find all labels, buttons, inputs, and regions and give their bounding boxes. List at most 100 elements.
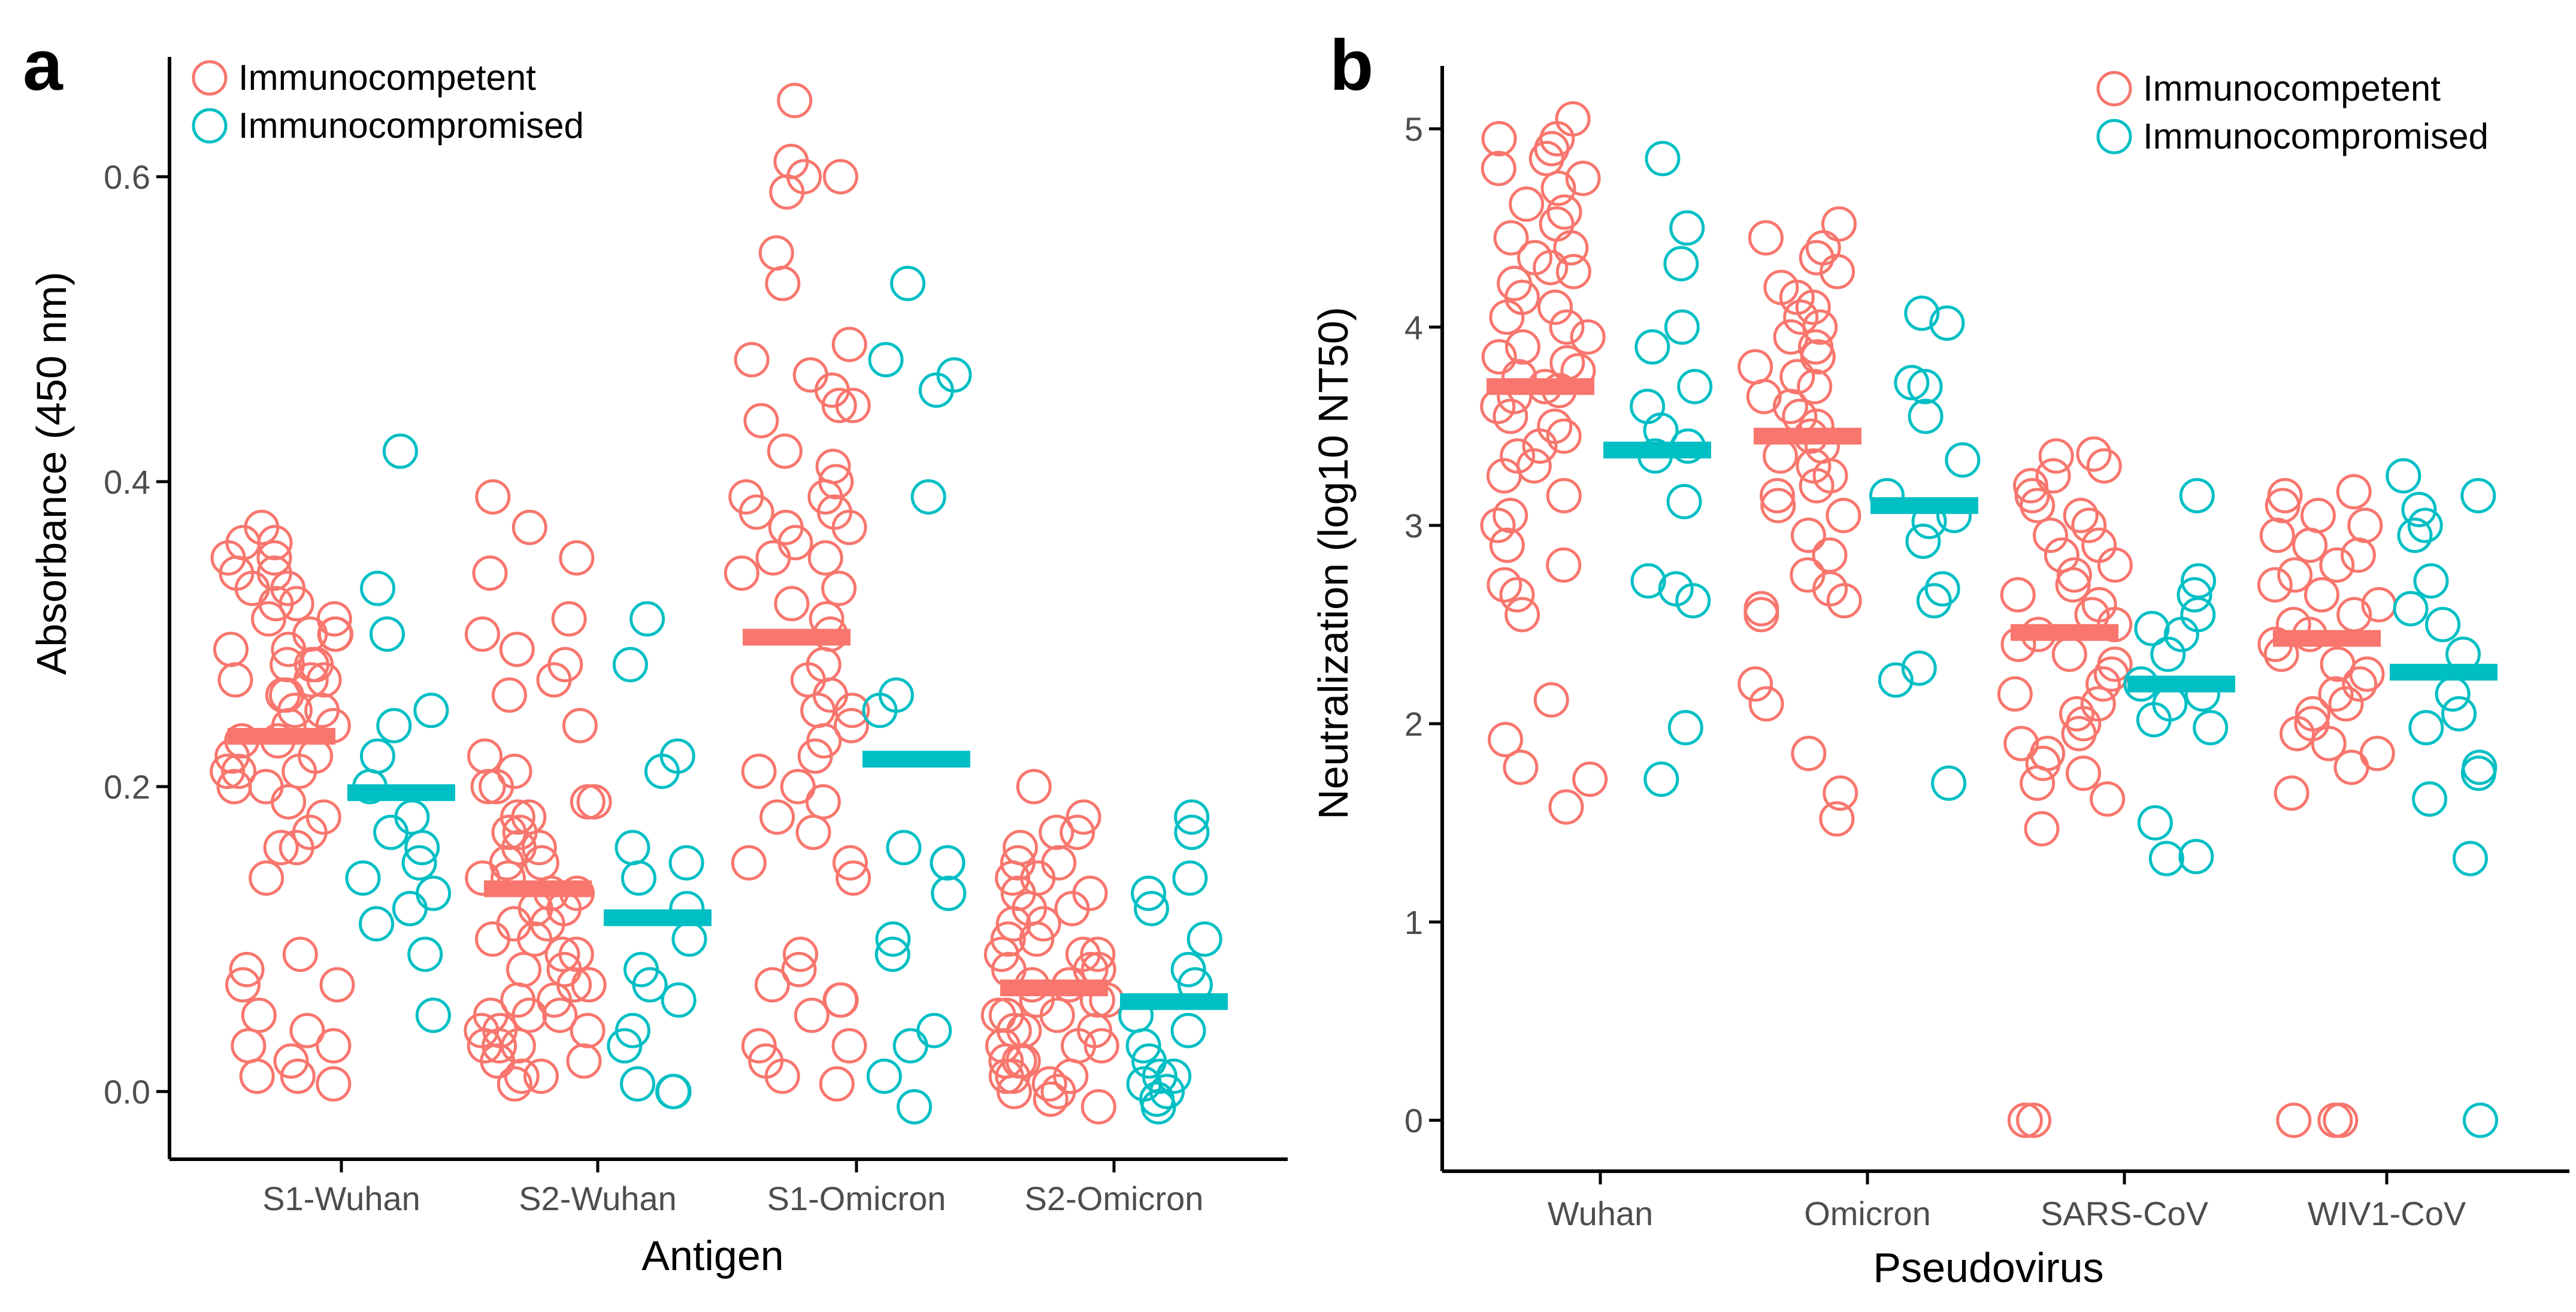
data-point [1546, 194, 1582, 230]
data-point [897, 1089, 933, 1124]
y-tick-label: 0.6 [104, 158, 150, 196]
data-point [783, 936, 819, 972]
data-point [1743, 597, 1779, 633]
data-point [271, 784, 307, 820]
data-point [632, 967, 668, 1003]
data-point [497, 1066, 532, 1102]
data-point [1140, 1089, 1176, 1124]
x-tick-label: S2-Wuhan [519, 1180, 677, 1217]
data-point [644, 754, 680, 790]
data-point [741, 1028, 777, 1064]
data-point [1041, 845, 1077, 881]
y-tick-label: 2 [1404, 705, 1423, 743]
data-point [273, 1043, 309, 1079]
data-point [517, 921, 553, 957]
data-point [1033, 1081, 1068, 1117]
data-point [834, 693, 870, 728]
data-point [832, 845, 868, 881]
data-point [1025, 906, 1061, 942]
data-point [764, 1059, 800, 1095]
data-point [2340, 537, 2376, 573]
data-point [415, 997, 451, 1033]
data-point [1039, 997, 1075, 1033]
data-point [668, 845, 704, 881]
data-point [1666, 483, 1702, 519]
data-point [319, 967, 355, 1003]
data-point [360, 570, 396, 606]
data-point [2193, 710, 2229, 746]
data-point [892, 1028, 928, 1064]
data-point [413, 693, 449, 728]
data-point [1186, 921, 1222, 957]
data-point [2441, 696, 2477, 731]
data-point [1630, 563, 1666, 599]
data-point [401, 845, 437, 881]
data-point [289, 1012, 325, 1048]
data-point [831, 327, 867, 362]
data-point [511, 997, 547, 1033]
data-point [521, 830, 557, 866]
data-point [2462, 1102, 2498, 1138]
data-point [1060, 814, 1095, 850]
data-point [1040, 1074, 1076, 1110]
data-point [2460, 477, 2496, 513]
y-tick-label: 4 [1404, 309, 1423, 346]
data-point [1664, 309, 1700, 345]
data-point [1931, 765, 1967, 801]
data-point [741, 754, 777, 790]
data-point [1812, 537, 1848, 573]
data-point [2177, 577, 2212, 613]
y-tick-label: 0.2 [104, 768, 150, 806]
data-point [482, 1028, 517, 1064]
data-point [1170, 1012, 1206, 1048]
series-immunocompromised [345, 265, 1228, 1124]
data-point [241, 997, 277, 1033]
data-point [2020, 488, 2056, 524]
data-point [1737, 666, 1773, 702]
legend: Immunocompetent Immunocompromised [192, 58, 584, 146]
data-point [862, 693, 898, 728]
data-point [217, 662, 253, 698]
data-point [345, 860, 381, 896]
data-point [1821, 206, 1857, 242]
data-point [2007, 1102, 2043, 1138]
y-tick-label: 0.4 [104, 463, 150, 501]
y-axis-title: Absorbance (450 nm) [28, 271, 75, 675]
data-point [874, 936, 910, 972]
data-point [1533, 250, 1569, 286]
data-point [1773, 319, 1809, 355]
data-point [819, 1066, 855, 1102]
data-point [2320, 646, 2356, 682]
data-point [1924, 571, 1960, 607]
data-point [1503, 749, 1539, 785]
x-axis-title: Antigen [641, 1232, 783, 1279]
data-point [930, 845, 965, 881]
series-immunocompetent [1480, 101, 2397, 1138]
data-point [542, 997, 578, 1033]
data-point [2317, 1102, 2353, 1138]
data-point [570, 784, 606, 820]
data-point [661, 982, 697, 1018]
data-point [995, 1059, 1031, 1095]
data-point [2051, 636, 2087, 672]
data-point [1549, 309, 1585, 345]
data-point [2435, 676, 2471, 712]
data-point [1634, 329, 1670, 365]
data-point [2333, 749, 2369, 785]
data-point [2150, 636, 2186, 672]
data-point [373, 814, 409, 850]
data-point [280, 1059, 316, 1095]
data-point [2277, 557, 2313, 593]
data-point [1500, 438, 1536, 474]
data-point [474, 921, 510, 957]
data-point [769, 174, 805, 210]
data-point [1675, 583, 1711, 619]
data-point [1555, 253, 1591, 289]
data-point [2279, 716, 2315, 752]
data-point [781, 951, 817, 987]
data-point [536, 662, 572, 698]
data-point [1905, 523, 1941, 559]
x-tick-label: S1-Wuhan [262, 1180, 420, 1217]
data-point [2059, 696, 2095, 731]
data-point [2401, 492, 2437, 528]
